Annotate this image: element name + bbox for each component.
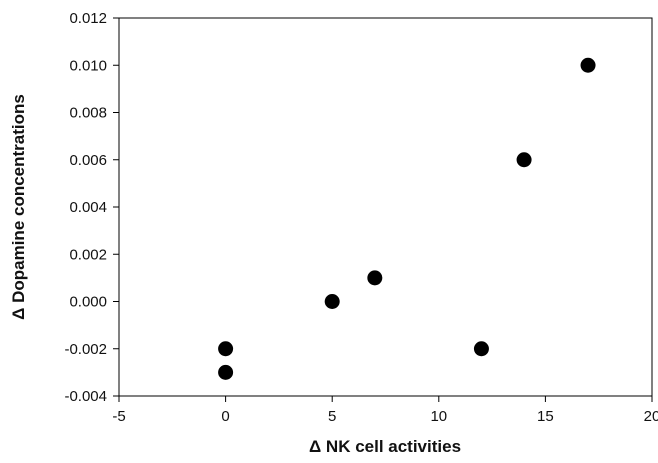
- data-point: [473, 341, 489, 357]
- x-tick-label: -5: [112, 408, 125, 425]
- x-tick-label: 20: [644, 408, 658, 425]
- y-axis-ticks: -0.004 -0.002 0.000 0.002 0.004 0.006 0.008 0.0…: [64, 10, 119, 405]
- y-tick-label: 0.012: [69, 10, 107, 27]
- x-tick-label: 0: [221, 408, 229, 425]
- y-tick-label: 0.006: [69, 152, 107, 169]
- y-tick-label: 0.008: [69, 105, 107, 122]
- x-axis-title: Δ NK cell activities: [309, 437, 461, 456]
- y-axis-title: Δ Dopamine concentrations: [9, 94, 28, 320]
- y-tick-label: -0.004: [64, 388, 107, 405]
- plot-area: [118, 17, 653, 397]
- data-point: [218, 364, 234, 380]
- data-point: [516, 152, 532, 168]
- data-point: [580, 57, 596, 73]
- x-tick-label: 5: [328, 408, 336, 425]
- x-tick-label: 10: [430, 408, 447, 425]
- y-tick-label: 0.002: [69, 246, 107, 263]
- x-tick-label: 15: [537, 408, 554, 425]
- x-axis-ticks: -5 0 5 10 15 20: [112, 396, 658, 425]
- y-tick-label: -0.002: [64, 341, 107, 358]
- data-point: [218, 341, 234, 357]
- data-point: [367, 270, 383, 286]
- y-tick-label: 0.004: [69, 199, 107, 216]
- data-point: [324, 294, 340, 309]
- y-tick-label: 0.000: [69, 294, 107, 311]
- data-points: [218, 57, 596, 380]
- y-tick-label: 0.010: [69, 57, 107, 74]
